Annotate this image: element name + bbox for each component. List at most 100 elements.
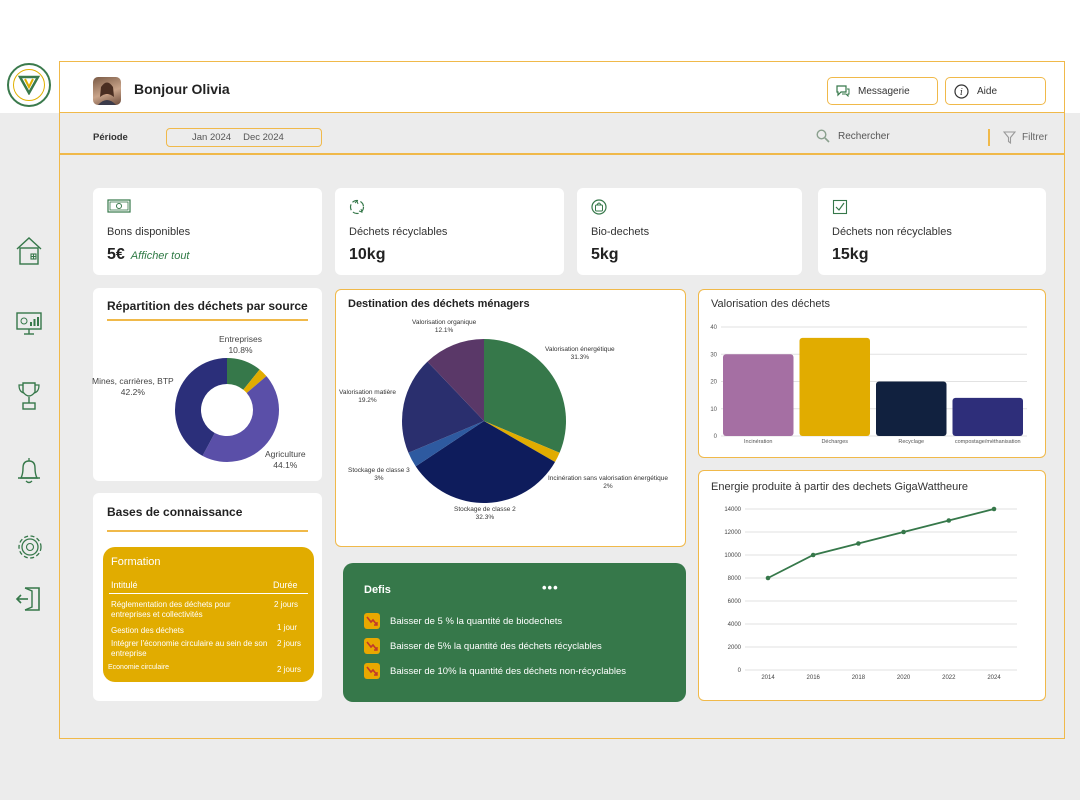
stat-label: Bio-dechets <box>591 226 650 238</box>
knowledge-title: Bases de connaissance <box>107 505 243 519</box>
pie-label: Stockage de classe 2 32.3% <box>454 506 516 521</box>
bio-icon <box>591 199 607 220</box>
data-point <box>901 529 906 535</box>
donut-slice <box>243 369 267 394</box>
aide-label: Aide <box>977 85 998 97</box>
period-start: Jan 2024 <box>192 132 232 143</box>
donut-slice <box>202 376 279 462</box>
brand-logo <box>7 63 51 107</box>
formation-row-duration: 2 jours <box>274 600 299 609</box>
y-tick-label: 2000 <box>728 645 742 651</box>
pie-chart <box>402 339 566 503</box>
y-tick-label: 10 <box>710 407 717 413</box>
pie-slice <box>415 421 556 503</box>
y-tick-label: 6000 <box>728 599 742 605</box>
bar <box>952 397 1023 436</box>
x-tick-label: Recyclage <box>898 439 924 445</box>
y-tick-label: 10000 <box>724 553 741 559</box>
stat-card-recyclables: Déchets récyclables 10kg <box>335 188 564 275</box>
x-tick-label: 2018 <box>852 675 866 681</box>
series-line <box>767 508 995 579</box>
repartition-card: Répartition des déchets par source Entre… <box>92 288 322 481</box>
filter-button[interactable]: Filtrer <box>1003 131 1048 144</box>
divider <box>988 129 990 146</box>
pie-slice <box>402 361 484 453</box>
formation-row-title[interactable]: Gestion des déchets <box>111 626 184 635</box>
formation-row-title[interactable]: Réglementation des déchets pour entrepri… <box>111 600 231 619</box>
pie-slice <box>484 421 560 462</box>
donut-slice <box>174 358 227 456</box>
stat-value: 5€ Afficher tout <box>107 246 190 263</box>
stat-value: 5kg <box>591 246 619 263</box>
stat-label: Déchets non récyclables <box>832 226 952 238</box>
line-chart: 0 2000 4000 6000 8000 10000 12000 14000 2014 2016… <box>724 506 1017 681</box>
afficher-tout-link[interactable]: Afficher tout <box>130 250 190 262</box>
period-end: Dec 2024 <box>243 132 284 143</box>
trophy-icon[interactable] <box>15 380 43 417</box>
data-point <box>991 506 997 512</box>
destination-card: Destination des déchets ménagers Valoris… <box>335 289 686 547</box>
bell-icon[interactable] <box>15 456 43 491</box>
bar-chart: 0 10 20 30 40 Incinération Décharges Recyclage c… <box>710 325 1027 445</box>
stat-value: 10kg <box>349 246 386 263</box>
formation-row-duration: 1 jour <box>277 623 298 632</box>
col-intitule: Intitulé <box>111 580 138 590</box>
banknote-icon <box>107 199 131 218</box>
trend-down-icon <box>364 663 380 679</box>
x-tick-label: 2016 <box>807 675 821 681</box>
donut-label-agriculture: Agriculture 44.1% <box>265 449 306 470</box>
y-tick-label: 0 <box>714 434 718 440</box>
aide-button[interactable]: i Aide <box>945 77 1046 105</box>
greeting-text: Bonjour Olivia <box>134 81 230 97</box>
x-tick-label: 2014 <box>761 675 775 681</box>
formation-row-duration: 2 jours <box>277 639 302 648</box>
periode-label: Période <box>93 132 128 143</box>
data-point <box>946 518 952 523</box>
title-underline <box>107 530 308 532</box>
more-options-icon[interactable]: ••• <box>542 580 559 595</box>
title-underline <box>107 319 308 321</box>
x-tick-label: 2024 <box>987 675 1001 681</box>
x-tick-label: compostage/méthanisation <box>955 439 1021 445</box>
x-tick-label: Incinération <box>744 439 772 445</box>
messagerie-button[interactable]: Messagerie <box>827 77 938 105</box>
donut-slice <box>227 358 260 390</box>
col-duree: Durée <box>273 580 298 590</box>
logout-icon[interactable] <box>15 585 43 618</box>
bar <box>799 337 870 436</box>
y-tick-label: 8000 <box>728 576 742 582</box>
stat-card-bons: Bons disponibles 5€ Afficher tout <box>93 188 322 275</box>
formation-row-title[interactable]: Economie circulaire <box>108 664 170 671</box>
search-field[interactable]: Rechercher <box>816 129 890 143</box>
home-icon[interactable] <box>15 236 43 271</box>
y-tick-label: 30 <box>710 352 717 358</box>
x-tick-label: Décharges <box>821 439 848 445</box>
defi-item[interactable]: Baisser de 5% la quantité des déchets ré… <box>364 638 602 654</box>
destination-title: Destination des déchets ménagers <box>348 298 530 310</box>
filter-label: Filtrer <box>1022 132 1048 143</box>
pie-label: Incinération sans valorisation énergétiq… <box>548 475 668 490</box>
user-avatar[interactable] <box>93 77 121 105</box>
stat-label: Bons disponibles <box>107 226 191 238</box>
defi-item[interactable]: Baisser de 10% la quantité des déchets n… <box>364 663 626 679</box>
formation-panel: Formation Intitulé Durée Réglementation … <box>103 547 314 682</box>
formation-row-title[interactable]: Intégrer l'économie circulaire au sein d… <box>111 639 268 658</box>
repartition-title: Répartition des déchets par source <box>107 299 308 313</box>
pie-slice <box>484 339 566 453</box>
defis-panel: Defis ••• Baisser de 5 % la quantité de … <box>343 563 686 702</box>
gear-icon[interactable] <box>15 532 45 567</box>
stat-label: Déchets récyclables <box>349 226 448 238</box>
pie-label: Valorisation matière 19.2% <box>339 389 396 404</box>
dashboard-icon[interactable] <box>15 310 43 341</box>
funnel-icon <box>1003 131 1016 144</box>
info-icon: i <box>954 83 969 99</box>
search-icon <box>816 129 830 143</box>
bar-chart-title: Valorisation des déchets <box>711 298 831 310</box>
trend-down-icon <box>364 638 380 654</box>
trend-down-icon <box>364 613 380 629</box>
defi-item[interactable]: Baisser de 5 % la quantité de biodechets <box>364 613 562 629</box>
defis-title: Defis <box>364 584 391 596</box>
period-selector[interactable]: Jan 2024 Dec 2024 <box>166 128 322 147</box>
stat-card-bio: Bio-dechets 5kg <box>577 188 802 275</box>
valorisation-card: Valorisation des déchets 0 10 20 30 40 Inciné… <box>698 289 1046 458</box>
